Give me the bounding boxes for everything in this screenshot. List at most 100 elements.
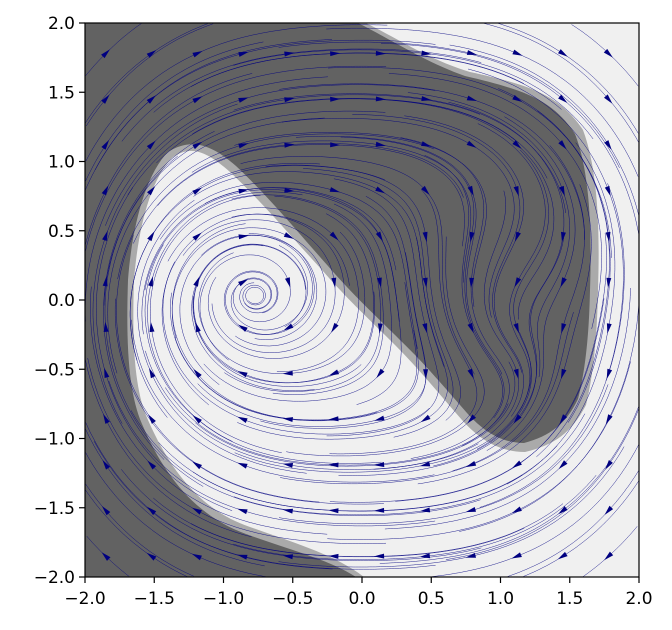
stream-arrowhead	[147, 231, 155, 242]
streamline	[85, 358, 252, 538]
stream-arrowhead	[149, 367, 156, 379]
stream-arrowhead	[421, 185, 430, 196]
streamline	[507, 470, 639, 577]
stream-arrowhead	[282, 370, 293, 376]
stream-arrowhead	[238, 234, 249, 240]
streamline	[85, 24, 388, 162]
stream-arrowhead	[469, 277, 475, 288]
x-tick-label: 1.5	[556, 589, 583, 609]
streamline	[449, 44, 639, 216]
stream-arrowhead	[422, 277, 428, 288]
stream-arrowhead	[605, 231, 611, 243]
stream-arrowhead	[467, 368, 474, 379]
stream-arrowhead	[511, 552, 522, 559]
stream-arrowhead	[606, 277, 612, 288]
y-tick-label: 0.0	[48, 291, 75, 311]
stream-arrowhead	[237, 324, 248, 332]
stream-arrowhead	[146, 140, 156, 150]
streamline	[379, 406, 639, 564]
stream-arrowhead	[604, 551, 614, 561]
streamline	[482, 23, 639, 143]
stream-arrowhead	[103, 413, 110, 424]
y-axis: 2.0 1.5 1.0 0.5 0.0 −0.5 −1.0 −1.5 −2.0	[34, 14, 85, 588]
dark-band-region	[85, 23, 591, 577]
stream-arrowhead	[561, 368, 567, 380]
stream-arrowhead	[561, 231, 566, 243]
stream-arrowhead	[101, 139, 110, 150]
y-tick-label: 1.0	[48, 153, 75, 173]
stream-arrowhead	[603, 48, 613, 58]
stream-arrowhead	[193, 368, 202, 379]
stream-arrowhead	[606, 323, 612, 334]
stream-arrowhead	[282, 508, 293, 514]
stream-arrowhead	[512, 49, 523, 56]
stream-arrowhead	[238, 97, 249, 103]
stream-arrowhead	[101, 506, 111, 516]
stream-arrowhead	[467, 322, 474, 334]
stream-arrowhead	[192, 461, 202, 470]
streamline	[85, 483, 194, 577]
streamline	[326, 27, 639, 177]
stream-arrowhead	[465, 461, 477, 467]
stream-arrowhead	[191, 553, 202, 561]
stream-arrowhead	[148, 414, 156, 424]
stream-arrowhead	[238, 279, 249, 287]
stream-arrowhead	[604, 185, 611, 197]
x-tick-label: 1.0	[487, 589, 514, 609]
streamline	[85, 452, 267, 577]
y-tick-label: 2.0	[48, 14, 75, 34]
stream-arrowhead	[376, 368, 385, 379]
stream-arrowhead	[467, 185, 474, 197]
stream-arrowhead	[513, 368, 519, 380]
stream-arrowhead	[374, 415, 385, 421]
stream-arrowhead	[605, 414, 613, 425]
stream-arrowhead	[375, 141, 386, 147]
stream-arrowhead	[514, 231, 521, 242]
stream-arrowhead	[102, 230, 108, 241]
stream-arrowhead	[558, 49, 568, 57]
stream-arrowhead	[328, 369, 340, 376]
stream-arrowhead	[557, 551, 568, 560]
streamline	[459, 301, 639, 532]
stream-arrowhead	[466, 95, 478, 101]
streamline	[85, 489, 188, 577]
stream-arrowhead	[375, 231, 383, 242]
dark-regions	[85, 23, 599, 577]
stream-arrowhead	[238, 188, 249, 194]
stream-arrowhead	[514, 277, 522, 288]
stream-arrowhead	[195, 322, 201, 333]
stream-arrowhead	[104, 367, 110, 378]
streamline	[497, 23, 639, 134]
stream-arrowhead	[374, 462, 385, 467]
stream-arrowhead	[422, 231, 428, 243]
stream-arrowhead	[237, 371, 248, 378]
x-tick-label: −1.5	[134, 589, 175, 609]
stream-arrowhead	[375, 96, 386, 102]
stream-arrowhead	[147, 460, 157, 470]
streamline	[85, 23, 214, 127]
stream-arrowhead	[375, 186, 386, 194]
stream-arrowhead	[469, 231, 475, 243]
stream-arrowhead	[375, 50, 386, 56]
stream-arrowhead	[419, 553, 431, 559]
stream-arrowhead	[146, 552, 157, 561]
y-tick-label: 0.5	[48, 222, 75, 242]
stream-arrowhead	[604, 94, 613, 104]
streamline	[523, 480, 639, 577]
stream-arrowhead	[605, 460, 613, 470]
stream-arrowhead	[559, 185, 565, 197]
stream-arrowhead	[558, 460, 568, 470]
streamline	[381, 43, 639, 234]
stream-arrowhead	[146, 95, 156, 104]
stream-arrowhead	[512, 460, 522, 469]
stream-arrowhead	[329, 187, 341, 193]
plot-area	[84, 22, 640, 578]
stream-arrowhead	[374, 553, 385, 559]
stream-arrowhead	[102, 276, 108, 287]
stream-arrowhead	[103, 321, 109, 332]
stream-arrowhead	[149, 321, 155, 333]
stream-arrowhead	[421, 96, 432, 101]
stream-arrowhead	[101, 552, 111, 561]
stream-arrowhead	[101, 94, 110, 104]
stream-arrowhead	[101, 185, 109, 196]
